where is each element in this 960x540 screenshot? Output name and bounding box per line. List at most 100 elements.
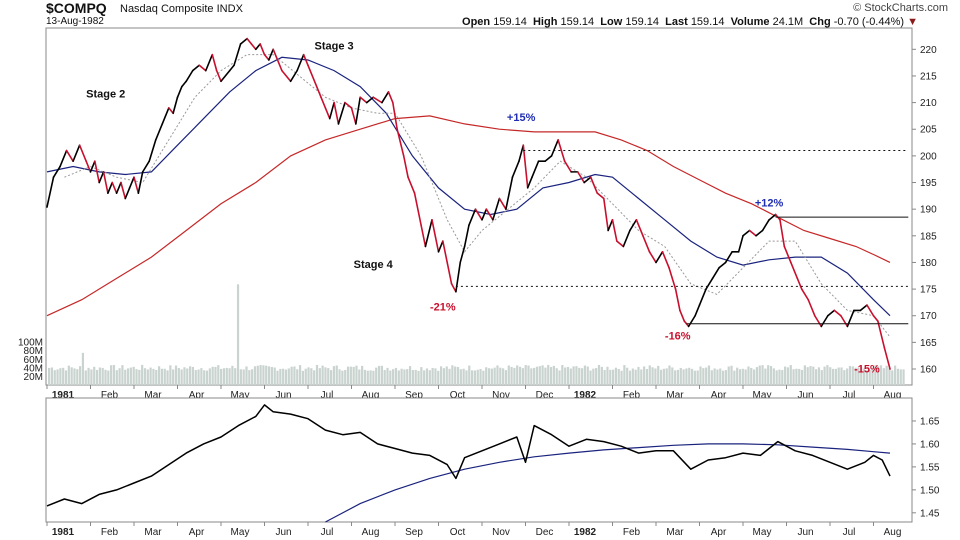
x-tick-label: Sep bbox=[405, 390, 423, 401]
price-segment bbox=[437, 240, 444, 253]
price-segment bbox=[485, 208, 494, 221]
x-tick-label: Mar bbox=[144, 390, 162, 401]
volume-bar bbox=[290, 366, 293, 385]
chart-date: 13-Aug-1982 bbox=[46, 16, 104, 27]
volume-bar bbox=[380, 365, 383, 385]
volume-bar bbox=[439, 366, 443, 385]
price-segment bbox=[648, 250, 657, 264]
volume-bar bbox=[851, 366, 854, 385]
volume-bar bbox=[569, 368, 572, 385]
volume-bar bbox=[583, 365, 586, 385]
volume-bar bbox=[321, 365, 324, 385]
price-segment bbox=[474, 208, 483, 221]
price-segment bbox=[78, 144, 87, 163]
price-segment bbox=[168, 107, 174, 115]
volume-bar bbox=[56, 369, 59, 385]
rs-ratio-line bbox=[46, 404, 891, 507]
volume-bar bbox=[784, 366, 787, 385]
volume-bar bbox=[332, 366, 336, 385]
volume-bar bbox=[516, 365, 519, 385]
price-segment bbox=[344, 101, 353, 109]
price-segment bbox=[442, 240, 449, 264]
price-segment bbox=[755, 229, 764, 237]
volume-bar bbox=[595, 368, 598, 385]
x-tick-label: May bbox=[231, 527, 250, 538]
volume-bar bbox=[902, 369, 905, 385]
price-segment bbox=[698, 288, 707, 306]
price-segment bbox=[661, 250, 670, 269]
volume-bar bbox=[865, 370, 868, 385]
price-segment bbox=[124, 187, 131, 200]
annotation-label: -16% bbox=[665, 331, 691, 343]
x-tick-label: Jul bbox=[843, 390, 856, 401]
volume-bar bbox=[840, 367, 843, 385]
volume-bar bbox=[857, 367, 860, 385]
annotation-label: -15% bbox=[854, 364, 880, 376]
volume-bar bbox=[107, 370, 110, 385]
volume-bar bbox=[809, 366, 812, 385]
volume-bar bbox=[135, 369, 138, 385]
x-tick-label: Feb bbox=[101, 390, 119, 401]
y-tick-label: 195 bbox=[920, 178, 937, 189]
volume-bar bbox=[592, 368, 595, 385]
volume-bar bbox=[301, 370, 304, 385]
volume-bar bbox=[899, 369, 902, 385]
annotation-label: +15% bbox=[507, 112, 536, 124]
volume-bar bbox=[84, 370, 87, 385]
volume-bar bbox=[93, 366, 96, 385]
volume-bar bbox=[507, 365, 510, 385]
volume-bar bbox=[53, 370, 56, 385]
price-segment bbox=[111, 181, 118, 194]
volume-bar bbox=[152, 368, 155, 385]
volume-bar bbox=[231, 365, 234, 385]
volume-bar bbox=[496, 365, 499, 385]
price-segment bbox=[46, 176, 55, 208]
volume-bar bbox=[344, 369, 347, 385]
volume-bar bbox=[541, 365, 544, 385]
price-segment bbox=[350, 107, 357, 125]
volume-bar bbox=[645, 369, 649, 385]
volume-bar bbox=[648, 365, 651, 385]
volume-bar bbox=[304, 368, 307, 385]
price-segment bbox=[796, 277, 803, 290]
volume-bar bbox=[62, 367, 65, 385]
volume-bar bbox=[758, 365, 761, 385]
volume-bar bbox=[487, 368, 491, 385]
price-segment bbox=[320, 96, 327, 109]
price-segment bbox=[550, 139, 559, 157]
annotation-label: +12% bbox=[755, 198, 784, 210]
brand-credit: © StockCharts.com bbox=[853, 2, 948, 14]
x-tick-label: Aug bbox=[884, 390, 902, 401]
price-segment bbox=[446, 261, 453, 285]
volume-bar bbox=[129, 367, 132, 385]
volume-bar bbox=[279, 368, 282, 385]
y-tick-label: 1.45 bbox=[920, 508, 940, 519]
volume-bar bbox=[462, 368, 465, 385]
volume-bar bbox=[750, 367, 753, 385]
x-tick-label: Jun bbox=[275, 527, 291, 538]
x-tick-label: Apr bbox=[711, 527, 727, 538]
volume-bar bbox=[234, 368, 237, 385]
volume-bar bbox=[428, 370, 431, 385]
volume-bar bbox=[659, 369, 663, 385]
price-segment bbox=[807, 298, 816, 317]
price-segment bbox=[233, 43, 242, 67]
volume-bar bbox=[425, 368, 429, 385]
volume-bar bbox=[95, 369, 99, 385]
index-name: Nasdaq Composite bbox=[120, 3, 214, 15]
volume-bar bbox=[327, 368, 330, 385]
volume-bar bbox=[132, 366, 135, 385]
last-value: 159.14 bbox=[690, 16, 725, 28]
price-segment bbox=[505, 176, 514, 210]
volume-bar bbox=[848, 365, 852, 385]
price-segment bbox=[768, 213, 777, 221]
volume-bar bbox=[211, 366, 214, 385]
volume-bar bbox=[682, 369, 685, 385]
volume-bar bbox=[764, 368, 767, 385]
volume-bar bbox=[110, 365, 113, 385]
volume-bar bbox=[248, 370, 251, 385]
volume-bar bbox=[203, 370, 206, 385]
volume-bar bbox=[273, 367, 276, 385]
price-panel-frame bbox=[45, 27, 913, 386]
volume-bar bbox=[688, 367, 691, 385]
